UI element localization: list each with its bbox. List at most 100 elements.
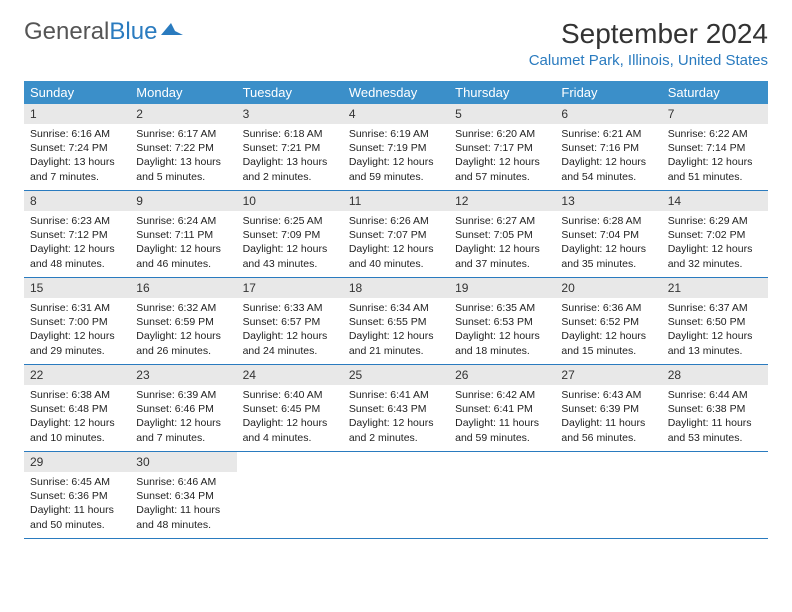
day-cell: 4Sunrise: 6:19 AMSunset: 7:19 PMDaylight… <box>343 104 449 190</box>
daylight-text: Daylight: 13 hours and 2 minutes. <box>243 155 337 183</box>
day-header-monday: Monday <box>130 81 236 104</box>
sunrise-text: Sunrise: 6:37 AM <box>668 301 762 315</box>
day-content: Sunrise: 6:22 AMSunset: 7:14 PMDaylight:… <box>662 124 768 190</box>
sunset-text: Sunset: 7:19 PM <box>349 141 443 155</box>
day-cell: 23Sunrise: 6:39 AMSunset: 6:46 PMDayligh… <box>130 365 236 451</box>
day-number: 10 <box>237 191 343 211</box>
day-number: 17 <box>237 278 343 298</box>
sunrise-text: Sunrise: 6:27 AM <box>455 214 549 228</box>
day-number: 28 <box>662 365 768 385</box>
daylight-text: Daylight: 12 hours and 40 minutes. <box>349 242 443 270</box>
day-cell <box>343 452 449 538</box>
title-block: September 2024 Calumet Park, Illinois, U… <box>529 18 768 69</box>
day-number: 24 <box>237 365 343 385</box>
sunrise-text: Sunrise: 6:34 AM <box>349 301 443 315</box>
day-header-saturday: Saturday <box>662 81 768 104</box>
sunset-text: Sunset: 7:04 PM <box>561 228 655 242</box>
day-cell: 2Sunrise: 6:17 AMSunset: 7:22 PMDaylight… <box>130 104 236 190</box>
sunrise-text: Sunrise: 6:31 AM <box>30 301 124 315</box>
day-number: 26 <box>449 365 555 385</box>
day-cell <box>449 452 555 538</box>
day-content: Sunrise: 6:21 AMSunset: 7:16 PMDaylight:… <box>555 124 661 190</box>
day-content: Sunrise: 6:16 AMSunset: 7:24 PMDaylight:… <box>24 124 130 190</box>
daylight-text: Daylight: 12 hours and 48 minutes. <box>30 242 124 270</box>
day-content: Sunrise: 6:36 AMSunset: 6:52 PMDaylight:… <box>555 298 661 364</box>
day-header-tuesday: Tuesday <box>237 81 343 104</box>
sunset-text: Sunset: 6:46 PM <box>136 402 230 416</box>
sunset-text: Sunset: 7:07 PM <box>349 228 443 242</box>
day-cell: 9Sunrise: 6:24 AMSunset: 7:11 PMDaylight… <box>130 191 236 277</box>
day-number: 8 <box>24 191 130 211</box>
daylight-text: Daylight: 12 hours and 24 minutes. <box>243 329 337 357</box>
daylight-text: Daylight: 12 hours and 32 minutes. <box>668 242 762 270</box>
day-cell: 27Sunrise: 6:43 AMSunset: 6:39 PMDayligh… <box>555 365 661 451</box>
week-row: 15Sunrise: 6:31 AMSunset: 7:00 PMDayligh… <box>24 278 768 365</box>
day-cell: 26Sunrise: 6:42 AMSunset: 6:41 PMDayligh… <box>449 365 555 451</box>
sunrise-text: Sunrise: 6:23 AM <box>30 214 124 228</box>
day-header-row: Sunday Monday Tuesday Wednesday Thursday… <box>24 81 768 104</box>
day-content: Sunrise: 6:41 AMSunset: 6:43 PMDaylight:… <box>343 385 449 451</box>
day-cell: 25Sunrise: 6:41 AMSunset: 6:43 PMDayligh… <box>343 365 449 451</box>
day-number: 2 <box>130 104 236 124</box>
day-number: 9 <box>130 191 236 211</box>
day-content: Sunrise: 6:29 AMSunset: 7:02 PMDaylight:… <box>662 211 768 277</box>
day-content: Sunrise: 6:26 AMSunset: 7:07 PMDaylight:… <box>343 211 449 277</box>
week-row: 22Sunrise: 6:38 AMSunset: 6:48 PMDayligh… <box>24 365 768 452</box>
daylight-text: Daylight: 12 hours and 18 minutes. <box>455 329 549 357</box>
daylight-text: Daylight: 12 hours and 51 minutes. <box>668 155 762 183</box>
day-cell: 28Sunrise: 6:44 AMSunset: 6:38 PMDayligh… <box>662 365 768 451</box>
day-number: 20 <box>555 278 661 298</box>
day-number: 22 <box>24 365 130 385</box>
daylight-text: Daylight: 12 hours and 21 minutes. <box>349 329 443 357</box>
sunrise-text: Sunrise: 6:39 AM <box>136 388 230 402</box>
calendar: Sunday Monday Tuesday Wednesday Thursday… <box>24 81 768 539</box>
sunset-text: Sunset: 6:50 PM <box>668 315 762 329</box>
day-cell: 7Sunrise: 6:22 AMSunset: 7:14 PMDaylight… <box>662 104 768 190</box>
day-header-thursday: Thursday <box>449 81 555 104</box>
sunrise-text: Sunrise: 6:28 AM <box>561 214 655 228</box>
day-cell: 20Sunrise: 6:36 AMSunset: 6:52 PMDayligh… <box>555 278 661 364</box>
day-content: Sunrise: 6:23 AMSunset: 7:12 PMDaylight:… <box>24 211 130 277</box>
week-row: 29Sunrise: 6:45 AMSunset: 6:36 PMDayligh… <box>24 452 768 539</box>
day-number: 1 <box>24 104 130 124</box>
sunrise-text: Sunrise: 6:44 AM <box>668 388 762 402</box>
day-cell: 13Sunrise: 6:28 AMSunset: 7:04 PMDayligh… <box>555 191 661 277</box>
day-cell <box>662 452 768 538</box>
month-title: September 2024 <box>529 18 768 50</box>
daylight-text: Daylight: 12 hours and 26 minutes. <box>136 329 230 357</box>
day-content: Sunrise: 6:43 AMSunset: 6:39 PMDaylight:… <box>555 385 661 451</box>
sunrise-text: Sunrise: 6:32 AM <box>136 301 230 315</box>
day-cell: 16Sunrise: 6:32 AMSunset: 6:59 PMDayligh… <box>130 278 236 364</box>
sunset-text: Sunset: 6:57 PM <box>243 315 337 329</box>
day-number: 29 <box>24 452 130 472</box>
day-number: 16 <box>130 278 236 298</box>
logo-text-2: Blue <box>109 18 157 46</box>
daylight-text: Daylight: 12 hours and 57 minutes. <box>455 155 549 183</box>
sunset-text: Sunset: 7:11 PM <box>136 228 230 242</box>
day-number: 4 <box>343 104 449 124</box>
day-content: Sunrise: 6:28 AMSunset: 7:04 PMDaylight:… <box>555 211 661 277</box>
week-row: 1Sunrise: 6:16 AMSunset: 7:24 PMDaylight… <box>24 104 768 191</box>
day-content: Sunrise: 6:46 AMSunset: 6:34 PMDaylight:… <box>130 472 236 538</box>
day-cell: 24Sunrise: 6:40 AMSunset: 6:45 PMDayligh… <box>237 365 343 451</box>
daylight-text: Daylight: 12 hours and 54 minutes. <box>561 155 655 183</box>
sunrise-text: Sunrise: 6:45 AM <box>30 475 124 489</box>
sunrise-text: Sunrise: 6:19 AM <box>349 127 443 141</box>
day-cell <box>555 452 661 538</box>
day-cell: 5Sunrise: 6:20 AMSunset: 7:17 PMDaylight… <box>449 104 555 190</box>
day-content: Sunrise: 6:39 AMSunset: 6:46 PMDaylight:… <box>130 385 236 451</box>
day-content: Sunrise: 6:20 AMSunset: 7:17 PMDaylight:… <box>449 124 555 190</box>
daylight-text: Daylight: 12 hours and 35 minutes. <box>561 242 655 270</box>
logo-icon <box>161 18 183 46</box>
sunrise-text: Sunrise: 6:20 AM <box>455 127 549 141</box>
sunrise-text: Sunrise: 6:43 AM <box>561 388 655 402</box>
daylight-text: Daylight: 11 hours and 48 minutes. <box>136 503 230 531</box>
sunrise-text: Sunrise: 6:16 AM <box>30 127 124 141</box>
sunset-text: Sunset: 7:16 PM <box>561 141 655 155</box>
day-cell: 10Sunrise: 6:25 AMSunset: 7:09 PMDayligh… <box>237 191 343 277</box>
daylight-text: Daylight: 12 hours and 2 minutes. <box>349 416 443 444</box>
day-number: 18 <box>343 278 449 298</box>
daylight-text: Daylight: 12 hours and 15 minutes. <box>561 329 655 357</box>
daylight-text: Daylight: 12 hours and 7 minutes. <box>136 416 230 444</box>
day-header-wednesday: Wednesday <box>343 81 449 104</box>
